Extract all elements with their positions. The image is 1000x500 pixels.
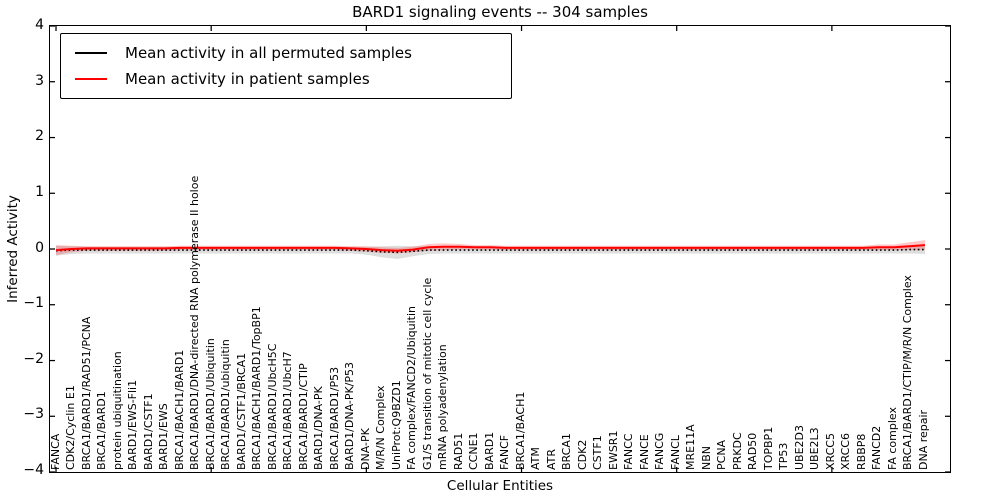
x-category-label: BRCA1/BARD1/Ubiquitin	[203, 338, 217, 470]
x-category-label: FANCL	[668, 435, 682, 470]
y-tick-label: 4	[35, 17, 44, 33]
x-category-label: BRCA1/BARD1/RAD51/PCNA	[79, 316, 93, 470]
chart-title: BARD1 signaling events -- 304 samples	[352, 3, 648, 21]
x-category-label: BARD1/CSTF1/BRCA1	[234, 352, 248, 470]
y-tick-label: 0	[35, 239, 44, 256]
x-category-label: BARD1/DNA-PK/P53	[343, 361, 356, 470]
x-category-label: FA complex/FANCD2/Ubiquitin	[405, 305, 418, 470]
x-category-label: BRCA1/BARD1/CTIP/M/R/N Complex	[901, 275, 914, 470]
x-category-label: ATR	[544, 448, 558, 470]
x-category-label: BRCA1/BARD1/P53	[327, 366, 341, 470]
x-category-label: XRCC6	[839, 433, 852, 470]
x-category-label: PRKDC	[730, 432, 744, 470]
x-category-label: TP53	[777, 442, 790, 470]
y-tick-label: −1	[23, 295, 44, 312]
legend: Mean activity in all permuted samples Me…	[60, 33, 512, 99]
x-category-label: FANCC	[622, 433, 635, 470]
y-tick-label: −3	[23, 406, 44, 423]
x-category-label: DNA-PK	[358, 428, 372, 470]
x-category-label: FANCG	[653, 432, 666, 470]
x-category-label: FANCA	[48, 433, 62, 470]
x-category-label: BRCA1/BACH1/BARD1	[172, 349, 186, 470]
x-category-label: BARD1/CSTF1	[141, 393, 155, 470]
x-category-label: G1/S transition of mitotic cell cycle	[420, 277, 434, 470]
x-category-label: M/R/N Complex	[374, 385, 387, 470]
x-category-label: CDK2/Cyclin E1	[64, 385, 77, 470]
x-category-label: BRCA1/BARD1/UbcH7	[281, 351, 294, 470]
x-category-label: RBBP8	[854, 433, 868, 470]
y-tick-label: 2	[35, 128, 44, 145]
x-category-label: BRCA1/BARD1/CTIP	[296, 363, 310, 470]
x-category-label: BRCA1/BACH1	[513, 391, 527, 470]
series-line-permuted	[55, 248, 925, 254]
x-category-label: UBE2L3	[808, 427, 821, 470]
x-category-label: FANCF	[498, 434, 511, 470]
axis-tick-marks	[50, 26, 950, 472]
x-category-label: XRCC5	[823, 433, 837, 470]
legend-entry-permuted: Mean activity in all permuted samples	[75, 40, 511, 66]
x-category-label: FANCD2	[870, 425, 883, 470]
x-category-label: CDK2	[575, 439, 589, 470]
legend-label: Mean activity in all permuted samples	[125, 44, 412, 62]
x-category-label: DNA repair	[916, 409, 930, 470]
plot-area	[49, 25, 951, 473]
x-category-label: CSTF1	[591, 435, 604, 470]
y-tick-label: −4	[23, 462, 44, 478]
x-category-label: TOPBP1	[761, 426, 775, 470]
x-category-label: BRCA1	[560, 433, 573, 470]
x-category-label: mRNA polyadenylation	[436, 344, 449, 470]
x-axis-label: Cellular Entities	[446, 478, 554, 494]
x-category-label: CCNE1	[467, 432, 480, 470]
series-line-patient	[55, 244, 926, 252]
x-category-label: BARD1/EWS	[157, 403, 170, 470]
chart-canvas	[50, 26, 950, 472]
x-category-label: BARD1/DNA-PK	[312, 386, 325, 470]
x-category-label: BRCA1/BARD1/DNA-directed RNA polymerase …	[188, 175, 201, 470]
x-category-label: RAD50	[746, 432, 759, 470]
x-category-label: ATM	[529, 447, 542, 470]
x-category-label: UniProt:Q9BZD1	[389, 380, 403, 470]
x-category-label: UBE2D3	[792, 424, 806, 470]
black-line-swatch	[75, 52, 107, 54]
legend-entry-patient: Mean activity in patient samples	[75, 66, 511, 92]
x-category-label: BRCA1/BACH1/BARD1/TopBP1	[250, 306, 263, 470]
x-category-label: BRCA1/BARD1	[95, 391, 108, 470]
x-category-label: BRCA1/BARD1/ubiquitin	[219, 339, 232, 470]
legend-label: Mean activity in patient samples	[125, 70, 370, 88]
x-category-label: BRCA1/BARD1/UbcH5C	[265, 343, 279, 470]
red-line-swatch	[75, 78, 107, 80]
x-category-label: PCNA	[715, 439, 728, 470]
x-category-label: FA complex	[885, 407, 899, 470]
x-category-label: NBN	[699, 445, 713, 470]
x-category-label: EWSR1	[606, 430, 620, 470]
x-category-label: MRE11A	[684, 424, 697, 470]
y-tick-label: 1	[35, 183, 44, 200]
y-tick-label: 3	[35, 72, 44, 89]
x-category-label: FANCE	[637, 434, 651, 470]
x-category-label: RAD51	[451, 432, 465, 470]
x-category-label: protein ubiquitination	[110, 351, 124, 470]
x-category-label: BARD1/EWS-Fli1	[126, 379, 139, 470]
y-tick-label: −2	[23, 350, 44, 367]
x-category-label: BARD1	[482, 431, 496, 470]
